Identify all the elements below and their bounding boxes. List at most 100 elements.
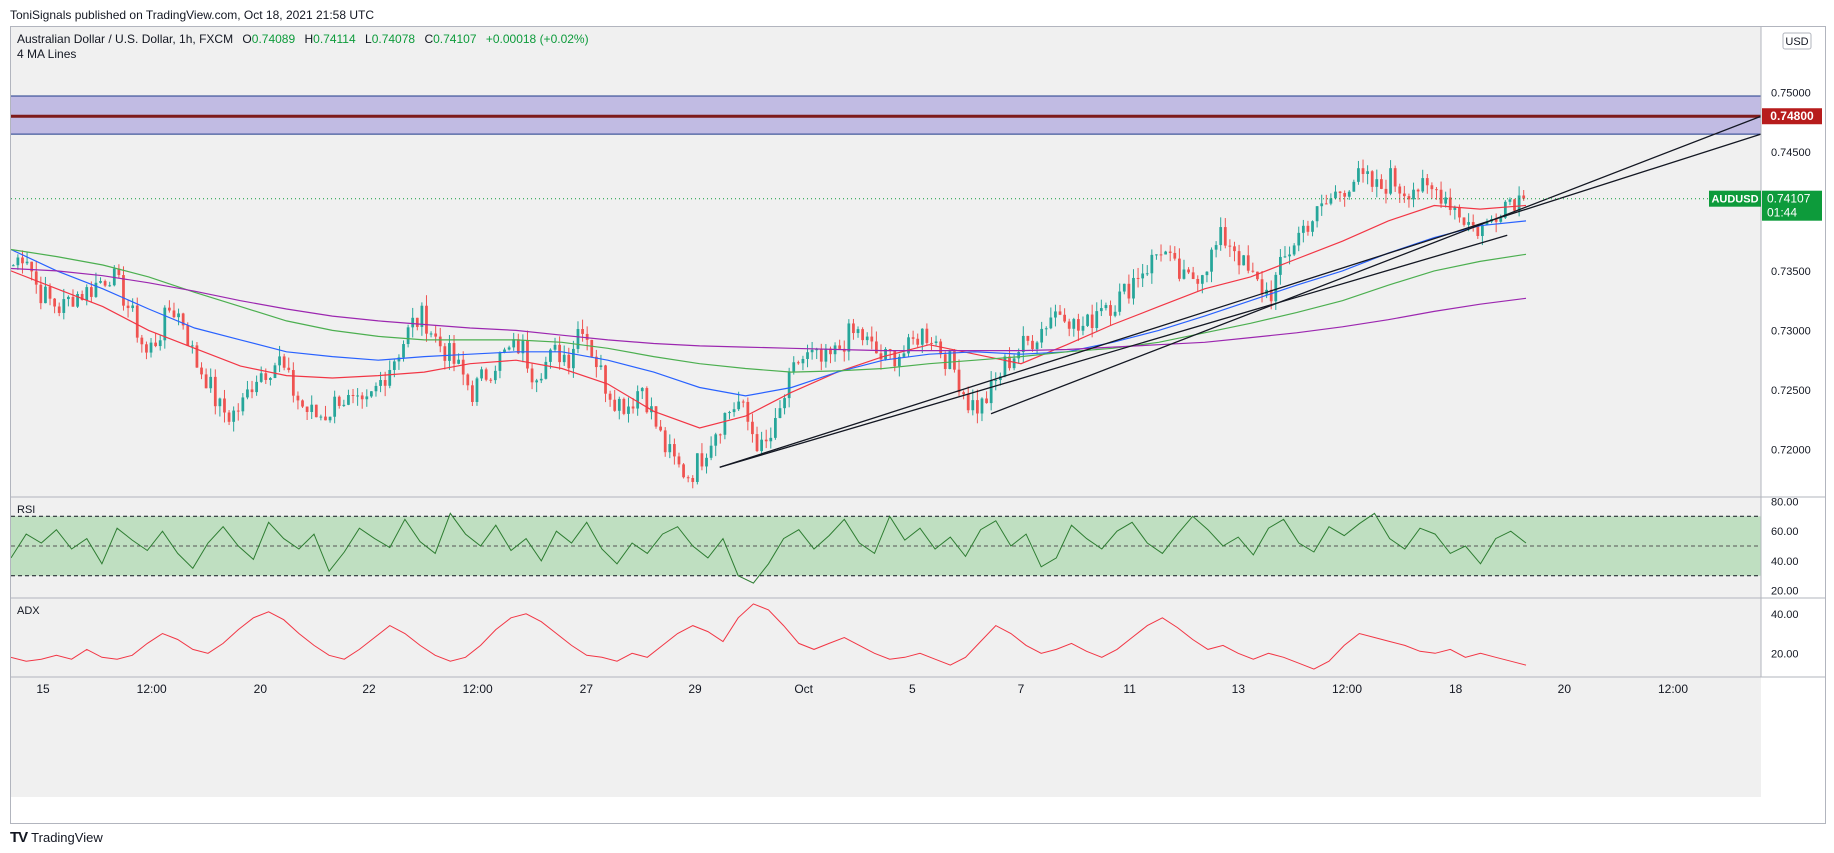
candle-body (1416, 189, 1420, 192)
candle-body (562, 354, 566, 363)
candle-body (39, 284, 43, 304)
candle-body (310, 404, 314, 412)
legend-low-label: L (365, 32, 372, 46)
candle-body (1155, 254, 1158, 256)
candle-body (103, 281, 107, 286)
candle-body (1200, 275, 1204, 284)
time-tick-label: 13 (1232, 682, 1246, 696)
candle-body (1008, 356, 1011, 369)
candle-body (360, 395, 364, 400)
candle-body (879, 353, 883, 360)
candle-body (324, 416, 327, 421)
candle-body (1357, 168, 1360, 182)
main-pane[interactable] (10, 95, 1762, 489)
candle-body (1375, 179, 1379, 187)
candle-body (741, 401, 745, 403)
candle-body (1164, 251, 1167, 255)
candle-body (824, 348, 828, 362)
candle-body (149, 342, 153, 353)
legend-low: 0.74078 (372, 32, 416, 46)
candle-body (567, 354, 571, 369)
candle-body (1191, 272, 1195, 279)
legend-change: +0.00018 (+0.02%) (486, 32, 589, 46)
svg-text:Australian Dollar / U.S. Dolla: Australian Dollar / U.S. Dollar, 1h, FXC… (17, 32, 589, 46)
adx-pane[interactable]: ADX (10, 603, 1527, 670)
price-axis-background (1761, 27, 1825, 797)
candle-body (62, 299, 66, 313)
candle-body (236, 410, 240, 412)
candle-body (1444, 197, 1448, 204)
candle-body (250, 389, 254, 393)
candle-body (1099, 308, 1103, 312)
candle-body (135, 305, 139, 338)
candle-body (392, 361, 396, 370)
chart-frame[interactable]: RSI ADX 0.750000.745000.740000.735000.73… (10, 26, 1826, 824)
time-tick-label: 7 (1018, 682, 1025, 696)
rsi-line (10, 512, 1527, 584)
candle-body (714, 434, 718, 446)
candle-body (1095, 311, 1099, 329)
price-tick-label: 0.72500 (1771, 385, 1811, 397)
candle-body (728, 412, 731, 414)
candle-body (622, 398, 626, 414)
candle-body (930, 342, 933, 344)
time-tick-label: 20 (254, 682, 268, 696)
candle-body (732, 409, 736, 413)
candle-body (145, 344, 148, 353)
candle-body (287, 367, 291, 371)
candle-body (810, 349, 814, 353)
candle-body (957, 369, 961, 393)
price-tick-label: 0.73000 (1771, 325, 1811, 337)
candle-body (76, 293, 79, 307)
legend-high: 0.74114 (313, 32, 356, 46)
candle-body (1205, 271, 1209, 276)
candle-body (852, 323, 855, 334)
price-tick-label: 0.75000 (1771, 87, 1811, 99)
candle-body (1136, 277, 1140, 279)
candle-body (1412, 189, 1415, 200)
ticker-label: AUDUSD (1711, 194, 1758, 206)
price-tick-label: 0.74500 (1771, 147, 1811, 159)
candle-body (264, 373, 268, 380)
candle-body (934, 341, 938, 343)
candle-body (471, 385, 474, 402)
candle-body (1421, 178, 1425, 192)
candle-body (1187, 269, 1190, 273)
candle-body (337, 396, 341, 406)
candle-body (493, 370, 497, 381)
candle-body (778, 408, 782, 419)
chart-canvas[interactable]: RSI ADX 0.750000.745000.740000.735000.73… (10, 27, 1825, 823)
candle-body (521, 340, 525, 354)
candle-body (1233, 246, 1236, 252)
candle-body (1297, 232, 1301, 246)
candle-body (1269, 289, 1273, 302)
candle-body (122, 275, 125, 306)
candle-body (397, 357, 401, 362)
candle-body (158, 340, 162, 347)
candle-body (172, 310, 176, 318)
candle-body (1453, 207, 1457, 210)
rsi-pane[interactable]: RSI (10, 504, 1761, 584)
currency-button[interactable] (1782, 32, 1812, 50)
candle-body (1017, 352, 1021, 359)
candle-body (1430, 185, 1434, 190)
trendline (719, 234, 1508, 468)
candle-body (613, 399, 617, 411)
candle-body (884, 349, 887, 360)
rsi-tick-label: 20.00 (1771, 586, 1799, 598)
candle-body (241, 397, 245, 412)
time-tick-label: 29 (688, 682, 702, 696)
candle-body (429, 333, 433, 335)
time-tick-label: 12:00 (137, 682, 167, 696)
time-tick-label: 5 (909, 682, 916, 696)
candle-body (544, 361, 548, 379)
candle-body (30, 261, 34, 272)
candle-body (1485, 221, 1489, 225)
candle-body (209, 376, 213, 389)
footer-brand: TradingView (31, 830, 103, 845)
candle-body (1150, 254, 1154, 274)
candle-body (774, 418, 777, 438)
candle-body (971, 400, 975, 411)
level-badge: 0.74800 (1762, 108, 1822, 125)
candle-body (1343, 193, 1347, 197)
